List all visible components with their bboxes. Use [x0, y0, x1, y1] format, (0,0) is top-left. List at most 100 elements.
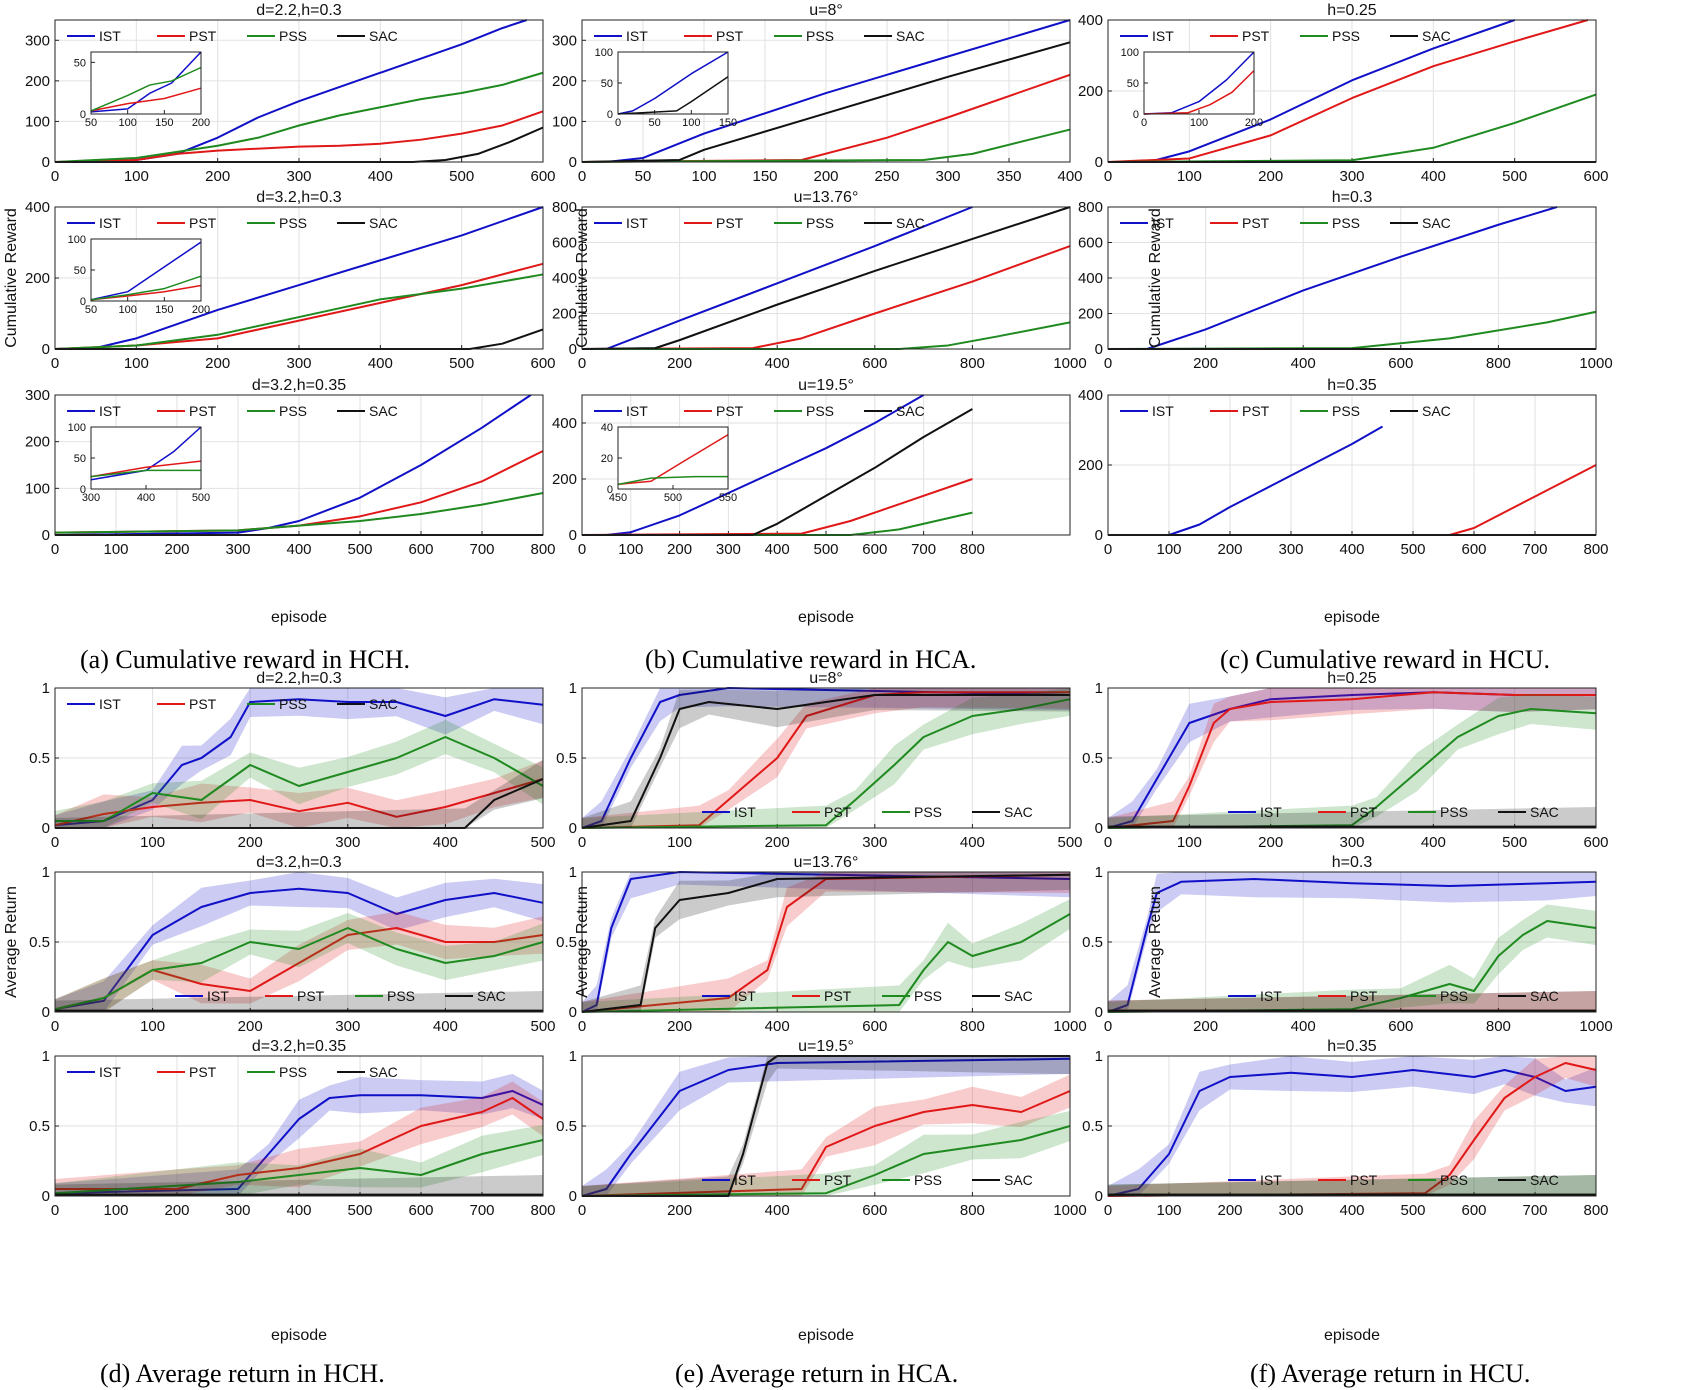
y-tick-label: 0 [1095, 527, 1103, 544]
chart-title: u=13.76° [794, 189, 859, 206]
y-tick-label: 0.5 [556, 1118, 577, 1135]
x-axis-label-c: episode [1324, 609, 1380, 626]
x-tick-label: 200 [1245, 117, 1263, 129]
inset-b3: 450 500 550 0 20 40 [601, 422, 737, 504]
chart-title: h=0.3 [1332, 854, 1373, 871]
legend-label-ist: IST [99, 28, 121, 44]
y-tick-label: 400 [552, 415, 577, 432]
x-tick-label: 500 [1502, 168, 1527, 185]
y-tick-label: 300 [25, 32, 50, 49]
x-tick-label: 100 [1156, 1202, 1181, 1219]
y-tick-label: 0.5 [29, 1118, 50, 1135]
series-band-sac [582, 872, 1070, 1012]
chart-d3: 0 100 200 300 400 500 600 700 800 0 0.5 1 d=3.2,h=0.… [29, 1038, 555, 1219]
plot-frame [581, 1055, 1071, 1197]
inset-frame [1143, 51, 1255, 115]
x-tick-label: 200 [1217, 541, 1242, 558]
caption-a: (a) Cumulative reward in HCH. [80, 645, 410, 674]
legend-label-sac: SAC [1530, 1172, 1559, 1188]
x-tick-label: 100 [667, 834, 692, 851]
legend-label-pss: PSS [279, 215, 307, 231]
x-tick-label: 400 [286, 1202, 311, 1219]
x-tick-label: 100 [124, 168, 149, 185]
y-tick-label: 0 [42, 820, 50, 837]
plot-frame [581, 19, 1071, 163]
x-tick-label: 100 [1177, 834, 1202, 851]
x-tick-label: 0 [578, 834, 586, 851]
legend-label-pst: PST [824, 1172, 852, 1188]
legend-label-sac: SAC [896, 403, 925, 419]
series-line-pss [1107, 708, 1597, 829]
series-line-sac [581, 41, 1071, 163]
series-line-ist [90, 426, 202, 481]
y-tick-label: 0 [569, 341, 577, 358]
y-tick-label: 200 [25, 270, 50, 287]
legend-label-sac: SAC [1422, 403, 1451, 419]
y-tick-label: 0 [80, 296, 86, 308]
legend-label-sac: SAC [1422, 215, 1451, 231]
series-line-pst [581, 691, 1070, 829]
y-tick-label: 0 [1095, 154, 1103, 171]
y-axis-label-a: Cumulative Reward [3, 208, 20, 348]
y-tick-label: 400 [1078, 270, 1103, 287]
y-tick-label: 0 [42, 341, 50, 358]
chart-f2: 0 200 400 600 800 1000 0 0.5 1 h=0.3 IST PST PSS SAC [1082, 854, 1613, 1035]
series-band-sac [55, 1175, 543, 1196]
legend-label-ist: IST [99, 215, 121, 231]
series-line-pss [1107, 920, 1597, 1013]
x-tick-label: 200 [1193, 355, 1218, 372]
x-tick-label: 1000 [1053, 1018, 1086, 1035]
plot-frame [581, 394, 1071, 536]
x-tick-label: 200 [667, 355, 692, 372]
x-tick-label: 100 [1177, 168, 1202, 185]
legend-label-sac: SAC [1530, 804, 1559, 820]
legend-label-sac: SAC [1004, 804, 1033, 820]
legend-label-pst: PST [1350, 1172, 1378, 1188]
y-tick-label: 40 [601, 422, 613, 434]
series-line-pss [90, 66, 202, 112]
x-tick-label: 300 [286, 168, 311, 185]
plot-frame [54, 394, 544, 536]
x-tick-label: 300 [335, 1018, 360, 1035]
chart-c3: 0 100 200 300 400 500 600 700 800 0 200 400 h=0.35 IS… [1078, 377, 1609, 558]
caption-c: (c) Cumulative reward in HCU. [1220, 645, 1550, 674]
y-tick-label: 400 [1078, 12, 1103, 29]
x-tick-label: 400 [433, 834, 458, 851]
legend-label-sac: SAC [1530, 988, 1559, 1004]
legend-label-sac: SAC [369, 696, 398, 712]
x-axis-label-e: episode [798, 1327, 854, 1344]
x-tick-label: 200 [1258, 168, 1283, 185]
x-tick-label: 0 [1104, 355, 1112, 372]
chart-title: d=2.2,h=0.3 [256, 670, 342, 687]
x-tick-label: 400 [1421, 834, 1446, 851]
y-tick-label: 20 [601, 453, 613, 465]
y-tick-label: 100 [25, 113, 50, 130]
x-tick-label: 600 [1583, 834, 1608, 851]
chart-e1: 0 100 200 300 400 500 0 0.5 1 u=8° IST PST PSS SAC [556, 670, 1082, 851]
x-tick-label: 200 [1258, 834, 1283, 851]
y-tick-label: 1 [1095, 680, 1103, 697]
chart-title: h=0.25 [1327, 670, 1376, 687]
y-tick-label: 1 [569, 1048, 577, 1065]
x-tick-label: 100 [618, 541, 643, 558]
series-line-pss [54, 71, 544, 163]
legend-label-ist: IST [99, 1064, 121, 1080]
x-tick-label: 600 [408, 541, 433, 558]
caption-e: (e) Average return in HCA. [675, 1359, 958, 1388]
y-tick-label: 200 [25, 73, 50, 90]
series-band-pst [1108, 1056, 1596, 1196]
series-line-pst [1107, 1062, 1597, 1197]
plot-frame [581, 206, 1071, 350]
x-tick-label: 0 [1141, 117, 1147, 129]
legend-label-ist: IST [1152, 28, 1174, 44]
y-tick-label: 0 [569, 1004, 577, 1021]
x-tick-label: 400 [137, 492, 155, 504]
y-axis-label-e: Average Return [574, 886, 591, 998]
x-tick-label: 200 [667, 541, 692, 558]
series-line-pss [1107, 93, 1597, 163]
x-tick-label: 1000 [1053, 1202, 1086, 1219]
x-tick-label: 800 [960, 355, 985, 372]
plot-frame [1107, 1055, 1597, 1197]
x-tick-label: 600 [862, 1018, 887, 1035]
